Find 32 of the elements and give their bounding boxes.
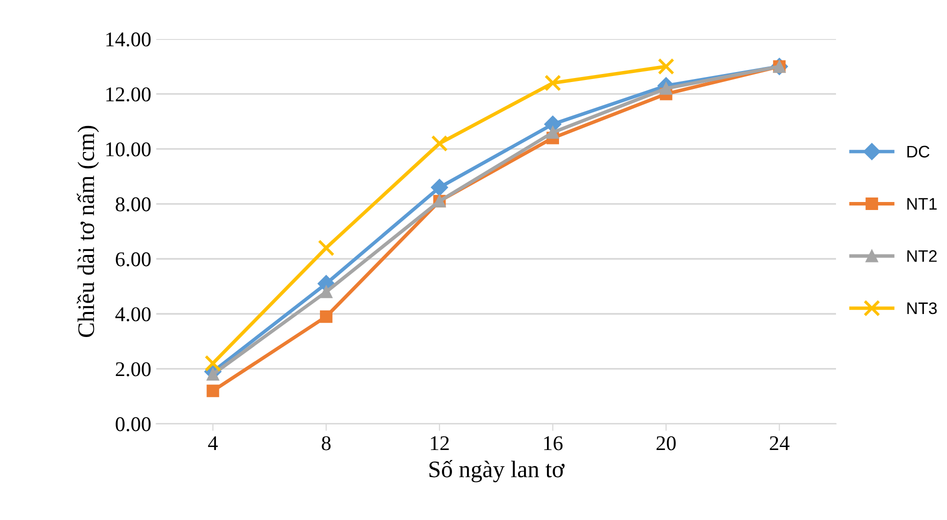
y-tick-label: 10.00 — [106, 142, 151, 156]
y-tick-label: 14.00 — [106, 32, 151, 47]
x-tick-label: 16 — [544, 436, 563, 450]
point — [206, 368, 220, 381]
point — [318, 240, 335, 256]
point — [658, 58, 674, 75]
x-tick-label: 20 — [656, 436, 676, 450]
legend-label: DC — [907, 146, 930, 158]
y-tick-label: 2.00 — [116, 362, 151, 376]
point — [546, 126, 560, 139]
x-tick-label: 4 — [208, 436, 218, 450]
x-tick-label: 12 — [430, 436, 449, 450]
legend-label: NT1 — [907, 198, 937, 210]
x-tick-label: 24 — [770, 436, 790, 450]
point — [544, 74, 562, 92]
point — [430, 178, 448, 196]
point — [206, 384, 220, 398]
point — [320, 286, 332, 298]
x-axis-title: Số ngày lan tơ — [429, 460, 565, 482]
point — [431, 135, 448, 152]
y-tick-label: 12.00 — [106, 87, 151, 102]
y-tick-label: 0.00 — [116, 417, 151, 432]
point — [660, 82, 672, 95]
y-tick-label: 4.00 — [115, 307, 151, 322]
point — [204, 354, 222, 372]
point — [320, 310, 332, 323]
legend-label: NT3 — [907, 302, 937, 314]
x-tick-label: 8 — [322, 436, 331, 450]
y-tick-label: 6.00 — [116, 252, 151, 266]
y-tick-label: 8.00 — [116, 197, 151, 212]
y-axis-title: Chiều dài tơ nấm (cm) — [76, 126, 99, 337]
legend-label: NT2 — [907, 250, 937, 262]
